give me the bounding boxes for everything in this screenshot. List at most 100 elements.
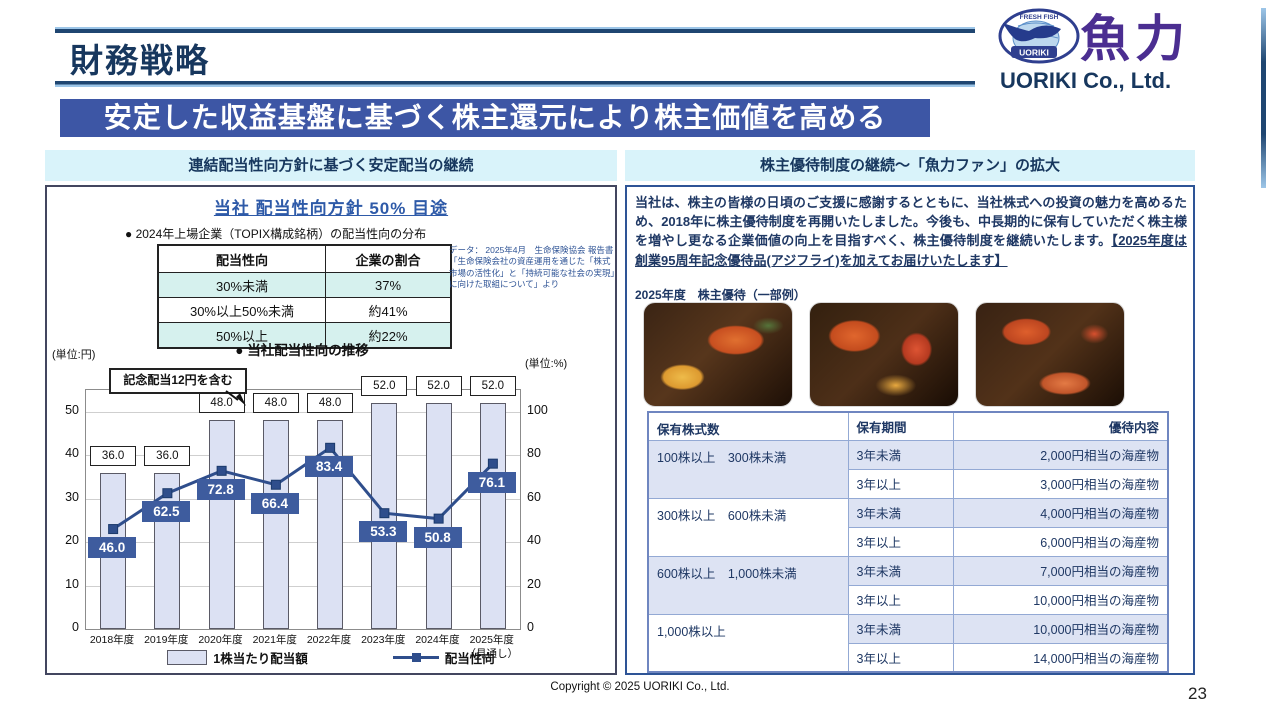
- line-marker: [433, 513, 444, 524]
- header-rule-top: [55, 27, 975, 33]
- table-cell: 30%未満: [157, 272, 326, 298]
- table-row: 1,000株以上 3年未満 10,000円相当の海産物: [647, 613, 1169, 673]
- chart-legend: 1株当たり配当額 配当性向: [47, 648, 615, 667]
- copyright-text: Copyright © 2025 UORIKI Co., Ltd.: [550, 681, 730, 693]
- column-header: 優待内容: [952, 411, 1169, 441]
- table-row: 300株以上 600株未満 3年未満 4,000円相当の海産物: [647, 497, 1169, 557]
- slide-headline: 安定した収益基盤に基づく株主還元により株主価値を高める: [60, 99, 930, 137]
- content-cell: 7,000円相当の海産物: [952, 555, 1169, 586]
- x-axis-label: 2019年度: [144, 634, 189, 646]
- left-axis-tick: 40: [65, 446, 79, 461]
- period-cell: 3年以上: [847, 584, 954, 615]
- bar-value-label: 36.0: [90, 445, 137, 466]
- line-marker: [162, 488, 173, 499]
- table-header-row: 保有株式数 保有期間 優待内容: [647, 411, 1169, 441]
- content-cell: 14,000円相当の海産物: [952, 642, 1169, 673]
- shares-cell: 1,000株以上: [647, 613, 849, 673]
- right-axis-tick: 20: [527, 576, 541, 591]
- line-marker: [379, 508, 390, 519]
- left-axis-tick: 20: [65, 533, 79, 548]
- logo-kanji: 魚力: [1080, 11, 1190, 67]
- x-axis-label: 2025年度 （見通し）: [465, 634, 519, 660]
- ratio-value-label: 83.4: [305, 455, 354, 477]
- ratio-value-label: 46.0: [88, 537, 137, 559]
- gridline: [86, 498, 520, 500]
- column-header: 企業の割合: [325, 244, 452, 273]
- content-cell: 10,000円相当の海産物: [952, 584, 1169, 615]
- legend-bar-label: 1株当たり配当額: [213, 652, 308, 666]
- gridline: [86, 585, 520, 587]
- distribution-bullet: ● 2024年上場企業（TOPIX構成銘柄）の配当性向の分布: [125, 227, 427, 241]
- period-cell: 3年以上: [847, 642, 954, 673]
- gridline: [86, 455, 520, 457]
- dividend-bar: [262, 420, 289, 629]
- benefit-table: 保有株式数 保有期間 優待内容 100株以上 300株未満 3年未満 2,000円相当の海…: [647, 411, 1169, 673]
- table-row: 50%以上 約22%: [157, 322, 452, 349]
- right-axis-tick: 80: [527, 446, 541, 461]
- left-axis-tick: 50: [65, 402, 79, 417]
- shares-cell: 600株以上 1,000株未満: [647, 555, 849, 615]
- period-cell: 3年以上: [847, 526, 954, 557]
- period-cell: 3年未満: [847, 555, 954, 586]
- table-cell: 50%以上: [157, 322, 326, 349]
- dividend-policy-box: 当社 配当性向方針 50% 目途 ● 2024年上場企業（TOPIX構成銘柄）の…: [45, 185, 617, 675]
- marlin-icon: [1003, 23, 1061, 42]
- content-cell: 6,000円相当の海産物: [952, 526, 1169, 557]
- left-axis-tick: 30: [65, 489, 79, 504]
- table-cell: 約22%: [325, 322, 452, 349]
- right-axis-tick: 100: [527, 402, 548, 417]
- line-marker-icon: [411, 653, 421, 662]
- table-header-row: 配当性向 企業の割合: [157, 244, 452, 273]
- legend-item-bar: 1株当たり配当額: [167, 648, 308, 667]
- legend-item-line: 配当性向: [392, 648, 495, 667]
- table-row: 30%以上50%未満 約41%: [157, 297, 452, 323]
- line-marker: [487, 458, 498, 469]
- right-axis-tick: 60: [527, 489, 541, 504]
- content-cell: 3,000円相当の海産物: [952, 468, 1169, 499]
- gridline: [86, 542, 520, 544]
- chart-annotation: 記念配当12円を含む: [109, 368, 247, 394]
- table-row: 100株以上 300株未満 3年未満 2,000円相当の海産物: [647, 439, 1169, 499]
- ratio-value-label: 50.8: [413, 526, 462, 548]
- period-cell: 3年未満: [847, 613, 954, 644]
- header-rule-bottom: [55, 81, 975, 87]
- policy-title: 当社 配当性向方針 50% 目途: [213, 199, 449, 218]
- left-axis-unit: (単位:円): [52, 349, 96, 361]
- content-cell: 2,000円相当の海産物: [952, 439, 1169, 470]
- line-marker: [216, 465, 227, 476]
- table-cell: 30%以上50%未満: [157, 297, 326, 323]
- company-logo: FRESH FISH UORIKI 魚力 UORIKI Co., Ltd.: [998, 6, 1274, 98]
- x-axis-label: 2020年度: [198, 634, 243, 646]
- period-cell: 3年未満: [847, 497, 954, 528]
- left-panel-header: 連結配当性向方針に基づく安定配当の継続: [45, 150, 617, 181]
- content-cell: 4,000円相当の海産物: [952, 497, 1169, 528]
- bar-value-label: 52.0: [361, 376, 408, 397]
- gridline: [86, 411, 520, 413]
- gift-photo-1: [643, 302, 793, 407]
- payout-ratio-line: [108, 442, 498, 535]
- photos-label: 2025年度 株主優待（一部例）: [635, 288, 806, 302]
- table-row: 3年以上 6,000円相当の海産物: [648, 526, 1169, 557]
- table-row: 30%未満 37%: [157, 272, 452, 298]
- ratio-value-label: 62.5: [142, 501, 191, 523]
- data-source-note: データ： 2025年4月 生命保険協会 報告書「生命保険会社の資産運用を通じた「…: [449, 245, 615, 290]
- benefit-paragraph-main: 当社は、株主の皆様の日頃のご支援に感謝するとともに、当社株式への投資の魅力を高め…: [635, 195, 1187, 249]
- table-row: 3年以上 10,000円相当の海産物: [648, 584, 1169, 615]
- logo-company-name: UORIKI Co., Ltd.: [1000, 68, 1172, 93]
- dividend-bar: [208, 420, 235, 629]
- x-axis-label: 2024年度: [415, 634, 460, 646]
- emblem-banner-text: UORIKI: [1019, 48, 1049, 58]
- right-axis-unit: (単位:%): [525, 358, 568, 370]
- ratio-value-label: 53.3: [359, 521, 408, 543]
- shares-cell: 100株以上 300株未満: [647, 439, 849, 499]
- period-cell: 3年以上: [847, 468, 954, 499]
- benefit-paragraph-underlined: 【2025年度は創業95周年記念優待品(アジフライ)を加えてお届けいたします】: [635, 233, 1188, 268]
- table-row: 3年以上 14,000円相当の海産物: [648, 642, 1169, 673]
- shares-cell: 300株以上 600株未満: [647, 497, 849, 557]
- column-header: 配当性向: [157, 244, 326, 273]
- decorative-right-stripe: [1261, 8, 1266, 188]
- left-axis-tick: 0: [72, 620, 79, 634]
- x-axis-label: 2023年度: [361, 634, 406, 646]
- x-axis-label: 2021年度: [252, 634, 297, 646]
